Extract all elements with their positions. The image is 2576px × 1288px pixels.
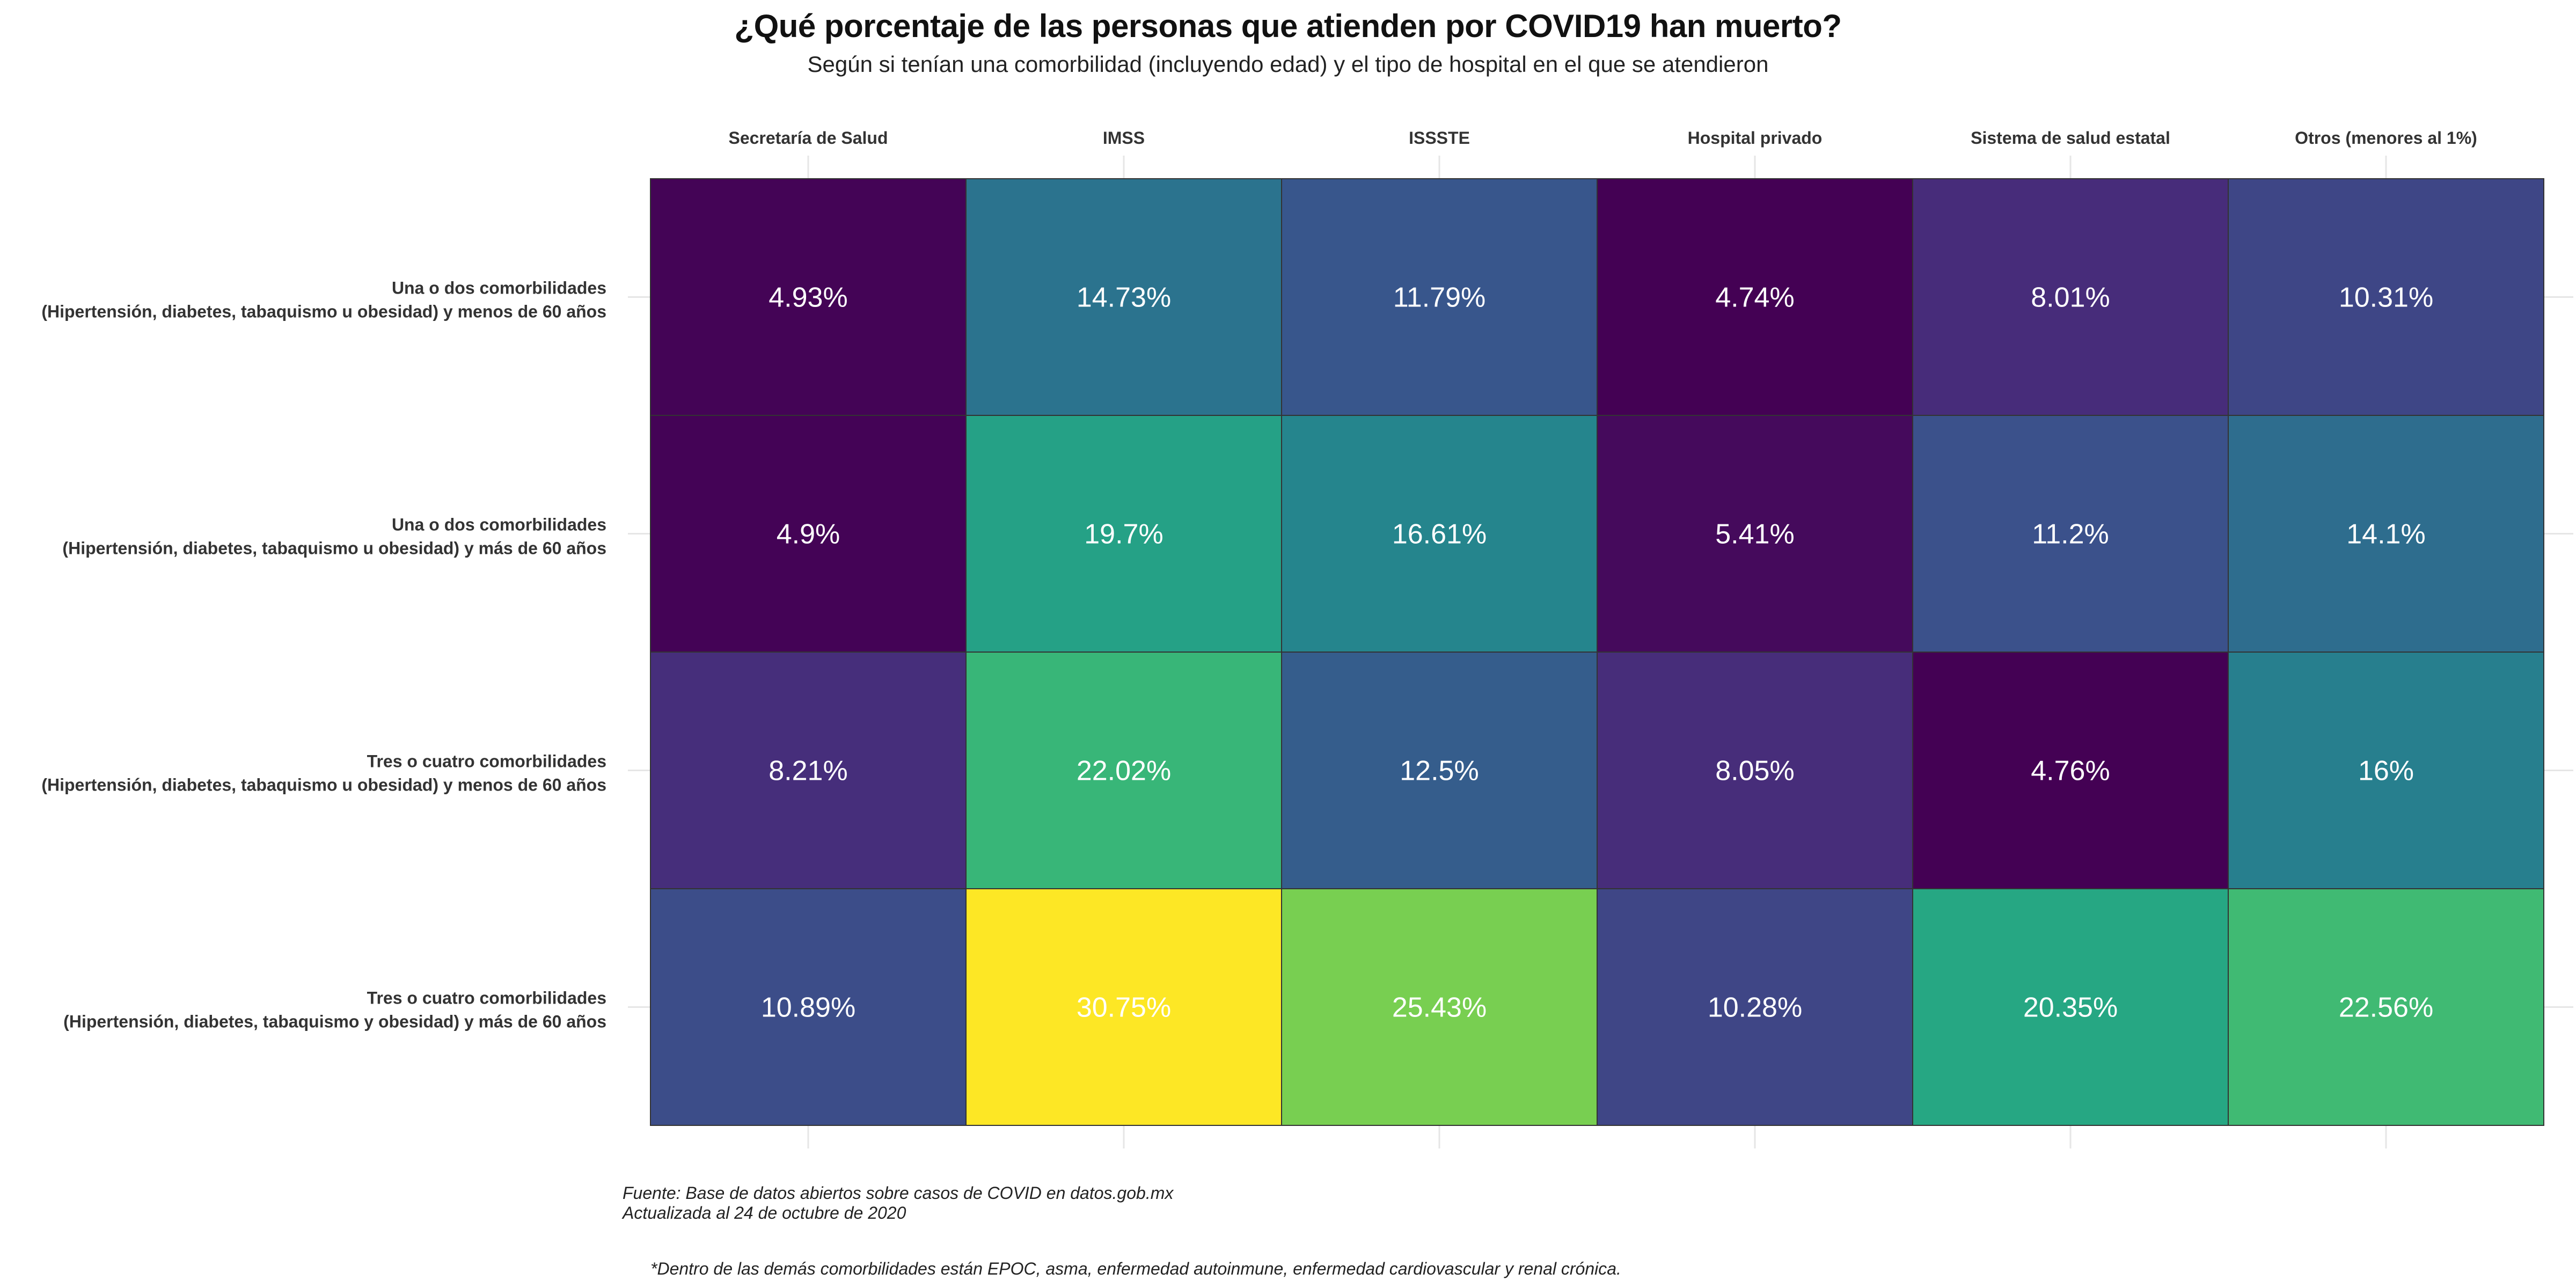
cell-value-label: 5.41%	[1715, 519, 1794, 550]
row-label-line: (Hipertensión, diabetes, tabaquismo u ob…	[41, 775, 606, 795]
row-label-line: (Hipertensión, diabetes, tabaquismo u ob…	[41, 302, 606, 321]
row-label: Una o dos comorbilidades (Hipertensión, d…	[62, 515, 606, 558]
heatmap-cell	[1912, 415, 2229, 653]
cell-value-label: 4.74%	[1715, 282, 1794, 313]
heatmap-cell	[2228, 652, 2544, 889]
cell-value-label: 4.76%	[2031, 756, 2110, 787]
cell-value-label: 10.31%	[2339, 282, 2433, 313]
row-label: Una o dos comorbilidades (Hipertensión, d…	[41, 279, 606, 321]
cell-value-label: 11.2%	[2032, 519, 2109, 550]
cell-value-label: 16%	[2358, 756, 2414, 787]
heatmap-cell	[1281, 415, 1598, 653]
heatmap-cell	[965, 888, 1282, 1126]
cell-value-label: 12.5%	[1400, 756, 1479, 787]
row-label-line: Tres o cuatro comorbilidades	[367, 989, 606, 1008]
cell-value-label: 22.02%	[1077, 756, 1171, 787]
heatmap-cell	[1281, 888, 1598, 1126]
heatmap-cell	[2228, 415, 2544, 653]
heatmap-cell	[1597, 652, 1913, 889]
row-label-line: Tres o cuatro comorbilidades	[367, 752, 606, 771]
heatmap-cell	[1912, 652, 2229, 889]
cell-value-label: 4.93%	[769, 282, 847, 313]
row-label-line: (Hipertensión, diabetes, tabaquismo y ob…	[63, 1012, 606, 1031]
column-label: IMSS	[1103, 128, 1145, 148]
chart-title: ¿Qué porcentaje de las personas que atie…	[734, 8, 1842, 44]
row-label: Tres o cuatro comorbilidades (Hipertensió…	[63, 989, 606, 1031]
source-note: Fuente: Base de datos abiertos sobre cas…	[623, 1183, 1173, 1223]
heatmap-cell	[1912, 888, 2229, 1126]
cell-value-label: 8.01%	[2031, 282, 2110, 313]
row-label-line: (Hipertensión, diabetes, tabaquismo u ob…	[62, 539, 606, 558]
cell-value-label: 4.9%	[777, 519, 840, 550]
cell-value-label: 8.21%	[769, 756, 847, 787]
chart-subtitle: Según si tenían una comorbilidad (incluy…	[807, 52, 1769, 77]
cell-value-label: 25.43%	[1392, 992, 1487, 1023]
cell-value-label: 19.7%	[1084, 519, 1163, 550]
cell-value-label: 10.28%	[1708, 992, 1802, 1023]
cell-value-label: 14.1%	[2346, 519, 2425, 550]
column-label: Hospital privado	[1688, 128, 1823, 148]
heatmap-cell	[1597, 888, 1913, 1126]
heatmap-cell	[1912, 178, 2229, 416]
updated-line: Actualizada al 24 de octubre de 2020	[623, 1203, 906, 1223]
cell-value-label: 14.73%	[1077, 282, 1171, 313]
cell-value-label: 8.05%	[1715, 756, 1794, 787]
heatmap-cell	[650, 178, 967, 416]
footnote: *Dentro de las demás comorbilidades está…	[650, 1259, 1621, 1278]
heatmap-cell	[1281, 652, 1598, 889]
heatmap-cell	[650, 415, 967, 653]
column-label: Sistema de salud estatal	[1971, 128, 2170, 148]
cell-value-label: 30.75%	[1077, 992, 1171, 1023]
cell-value-label: 10.89%	[761, 992, 855, 1023]
cell-value-label: 22.56%	[2339, 992, 2433, 1023]
heatmap-cell	[650, 652, 967, 889]
heatmap-cell	[965, 652, 1282, 889]
source-line: Fuente: Base de datos abiertos sobre cas…	[623, 1183, 1174, 1203]
row-label: Tres o cuatro comorbilidades (Hipertensió…	[41, 752, 606, 795]
heatmap-cell	[650, 888, 967, 1126]
column-label: Otros (menores al 1%)	[2295, 128, 2477, 148]
cell-value-label: 20.35%	[2023, 992, 2118, 1023]
heatmap-cell	[1597, 415, 1913, 653]
column-label: ISSSTE	[1409, 128, 1470, 148]
heatmap-cell	[2228, 178, 2544, 416]
cell-value-label: 11.79%	[1393, 282, 1486, 313]
heatmap-cell	[1281, 178, 1598, 416]
cell-value-label: 16.61%	[1392, 519, 1487, 550]
heatmap-cell	[2228, 888, 2544, 1126]
column-label: Secretaría de Salud	[728, 128, 888, 148]
heatmap-cell	[1597, 178, 1913, 416]
row-label-line: Una o dos comorbilidades	[392, 279, 606, 298]
row-label-line: Una o dos comorbilidades	[392, 515, 606, 535]
